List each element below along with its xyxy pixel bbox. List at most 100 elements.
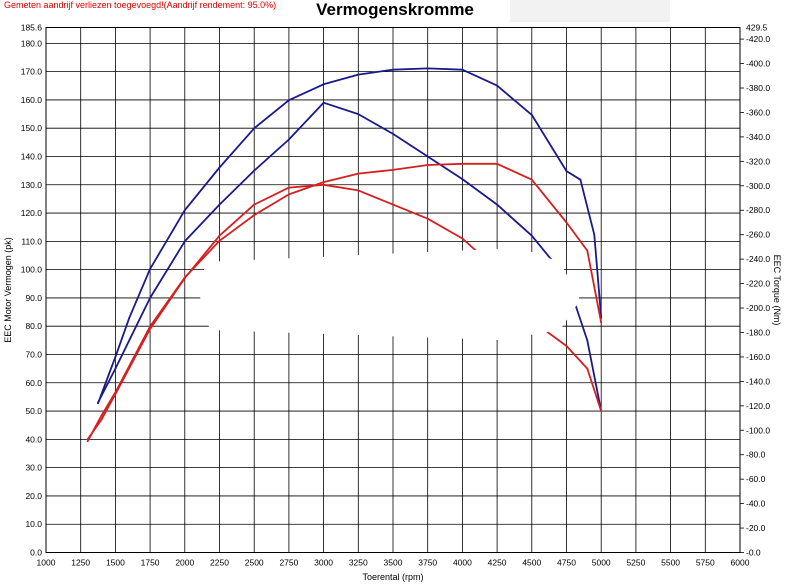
y-right-axis-label: EEC Torque (Nm) xyxy=(772,255,782,326)
data-point xyxy=(288,138,290,141)
data-point xyxy=(357,73,360,76)
data-point xyxy=(322,181,325,184)
data-point xyxy=(579,178,582,181)
x-tick-label: 1750 xyxy=(141,558,160,568)
data-point xyxy=(218,234,221,237)
data-point xyxy=(426,164,429,166)
x-tick-label: 1000 xyxy=(37,558,56,568)
data-point xyxy=(149,328,152,330)
y-right-tick-label: -420.0 xyxy=(746,34,770,44)
data-point xyxy=(392,68,394,71)
x-tick-label: 1250 xyxy=(71,558,90,568)
data-point xyxy=(183,277,186,280)
y-right-tick-label: -360.0 xyxy=(746,107,770,117)
y-left-tick-label: 120.0 xyxy=(21,208,43,218)
data-point xyxy=(496,203,498,206)
x-tick-label: 4250 xyxy=(488,558,507,568)
data-point xyxy=(253,127,256,130)
data-point xyxy=(357,189,360,192)
y-left-tick-label: 10.0 xyxy=(25,519,42,529)
x-tick-label: 3500 xyxy=(384,558,403,568)
y-left-tick-label: 130.0 xyxy=(21,180,43,190)
data-point xyxy=(586,339,589,342)
series-layer xyxy=(86,67,603,443)
data-point xyxy=(496,84,498,87)
y-left-tick-label: 0.0 xyxy=(30,548,42,558)
x-tick-label: 5750 xyxy=(696,558,715,568)
data-point xyxy=(530,234,533,237)
y-right-tick-labels: -0.0 -20.0 -40.0 -60.0 -80.0 -100.0 -120.0 -140… xyxy=(740,23,770,558)
y-right-tick-label: -180.0 xyxy=(746,327,770,337)
data-point xyxy=(392,132,394,135)
y-left-tick-label: 150.0 xyxy=(21,123,43,133)
data-point xyxy=(461,237,464,240)
y-left-tick-label: 90.0 xyxy=(25,293,42,303)
chart-title: Vermogenskromme xyxy=(316,0,474,19)
x-tick-label: 1500 xyxy=(106,558,125,568)
x-tick-label: 4500 xyxy=(522,558,541,568)
data-point xyxy=(114,393,117,395)
y-right-tick-label: -60.0 xyxy=(746,474,766,484)
x-tick-label: 4750 xyxy=(557,558,576,568)
y-right-tick-label: -260.0 xyxy=(746,230,770,240)
y-left-tick-label: 140.0 xyxy=(21,151,43,161)
data-point xyxy=(288,193,290,196)
data-point xyxy=(114,367,117,370)
data-point xyxy=(530,178,533,181)
data-point xyxy=(322,101,325,104)
data-point xyxy=(586,367,589,370)
data-point xyxy=(426,155,429,158)
y-right-tick-label: -40.0 xyxy=(746,499,766,509)
y-right-tick-label: -300.0 xyxy=(746,181,770,191)
data-point xyxy=(100,414,103,417)
y-right-tick-label: -140.0 xyxy=(746,376,770,386)
x-tick-label: 3750 xyxy=(418,558,437,568)
x-tick-label: 3000 xyxy=(314,558,333,568)
data-point xyxy=(107,374,110,377)
data-point xyxy=(149,268,152,270)
x-tick-label: 2500 xyxy=(245,558,264,568)
grid-lines xyxy=(45,27,741,553)
data-point xyxy=(586,249,589,252)
data-point xyxy=(565,345,568,347)
y-right-top-label: 429.5 xyxy=(746,23,768,33)
data-point xyxy=(357,113,360,115)
data-point xyxy=(461,178,464,181)
data-point xyxy=(253,214,256,217)
drive-loss-notice: Gemeten aandrijf verliezen toegevoegd!(A… xyxy=(4,0,277,10)
y-right-tick-label: -100.0 xyxy=(746,425,770,435)
x-tick-label: 2750 xyxy=(279,558,298,568)
y-right-tick-label: -200.0 xyxy=(746,303,770,313)
x-tick-label: 2250 xyxy=(210,558,229,568)
data-point xyxy=(288,99,290,102)
series-line-blue-right xyxy=(97,67,603,404)
data-point xyxy=(593,233,596,236)
data-point xyxy=(322,83,325,86)
y-right-tick-label: -160.0 xyxy=(746,352,770,362)
data-point xyxy=(288,186,290,189)
data-point xyxy=(86,440,89,443)
y-right-tick-label: -80.0 xyxy=(746,450,766,460)
data-point xyxy=(218,239,221,242)
y-left-tick-label: 180.0 xyxy=(21,38,43,48)
y-right-tick-label: -0.0 xyxy=(746,548,761,558)
y-left-tick-label: 100.0 xyxy=(21,265,43,275)
data-point xyxy=(253,169,256,172)
y-left-tick-label: 110.0 xyxy=(21,236,42,246)
x-axis-label: Toerental (rpm) xyxy=(362,572,423,582)
y-right-tick-label: -240.0 xyxy=(746,254,770,264)
data-point xyxy=(97,401,99,404)
x-tick-label: 4000 xyxy=(453,558,472,568)
data-point xyxy=(218,203,221,206)
data-point xyxy=(218,166,221,169)
y-right-tick-label: -380.0 xyxy=(746,83,770,93)
x-tick-label: 6000 xyxy=(731,558,750,568)
y-left-tick-label: 50.0 xyxy=(25,406,42,416)
y-right-tick-label: -20.0 xyxy=(746,523,766,533)
y-right-tick-label: -340.0 xyxy=(746,132,770,142)
y-left-tick-label: 80.0 xyxy=(25,321,42,331)
data-point xyxy=(426,217,429,220)
y-right-tick-label: -400.0 xyxy=(746,59,770,69)
data-point xyxy=(392,169,394,171)
